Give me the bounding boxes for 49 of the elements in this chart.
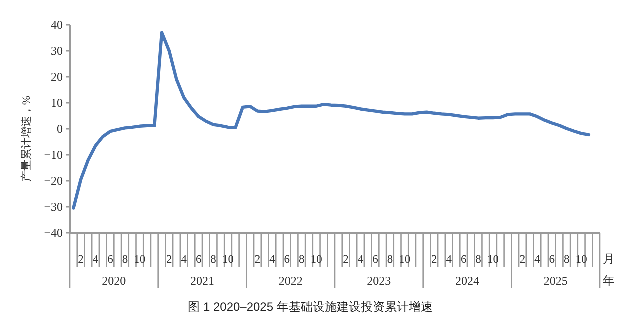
x-tick-label: 6 [460,254,467,266]
y-tick-label: 10 [51,96,63,110]
x-tick-label: 10 [576,254,588,266]
x-tick-label: 8 [122,254,128,266]
x-tick-label: 8 [387,254,394,266]
line-series [72,31,591,210]
x-tick-label: 8 [299,254,305,266]
x-tick-label: 10 [488,254,500,266]
x-tick-label: 2 [166,254,172,266]
text: 2024 [456,274,480,288]
x-tick-label: 2 [343,254,350,266]
x-tick-label: 8 [564,254,570,266]
text: 2023 [367,274,392,288]
x-tick-label: 4 [270,254,276,266]
y-tick-label: 40 [51,18,63,32]
y-axis-title: 产量累计增速，% [20,96,33,182]
text: 2022 [278,274,303,288]
y-tick-label: −30 [44,200,63,214]
y-tick-label: 30 [51,44,63,58]
x-tick-label: 4 [92,254,99,266]
x-tick-label: 4 [446,254,452,266]
text: 2021 [190,274,214,288]
text: 2025 [544,274,568,288]
x-tick-label: 2 [520,254,526,266]
x-tick-label: 6 [372,254,379,266]
x-tick-label: 10 [310,254,323,266]
y-tick-label: 0 [57,122,63,136]
y-tick-label: −10 [44,148,63,162]
x-tick-label: 4 [534,254,541,266]
x-tick-label: 4 [181,254,188,266]
x-tick-label: 2 [432,254,438,266]
y-tick-label: 20 [51,70,63,84]
x-tick-label: 8 [210,254,217,266]
x-tick-label: 8 [476,254,482,266]
x-tick-label: 6 [108,254,114,266]
x-tick-label: 10 [134,254,146,266]
text: 图 1 2020–2025 年基础设施建设投资累计增速 [188,300,433,314]
x-tick-label: 6 [284,254,290,266]
text: 2020 [102,274,126,288]
x-tick-label: 10 [399,254,411,266]
x-tick-label: 10 [222,254,234,266]
x-tick-label: 2 [78,254,84,266]
x-tick-label: 6 [196,254,202,266]
x-tick-label: 2 [254,254,261,266]
y-tick-label: −40 [44,226,63,240]
y-tick-label: −20 [44,174,63,188]
x-tick-label: 4 [358,254,364,266]
x-axis-title: 月年 [603,252,615,288]
x-tick-label: 6 [549,254,556,266]
